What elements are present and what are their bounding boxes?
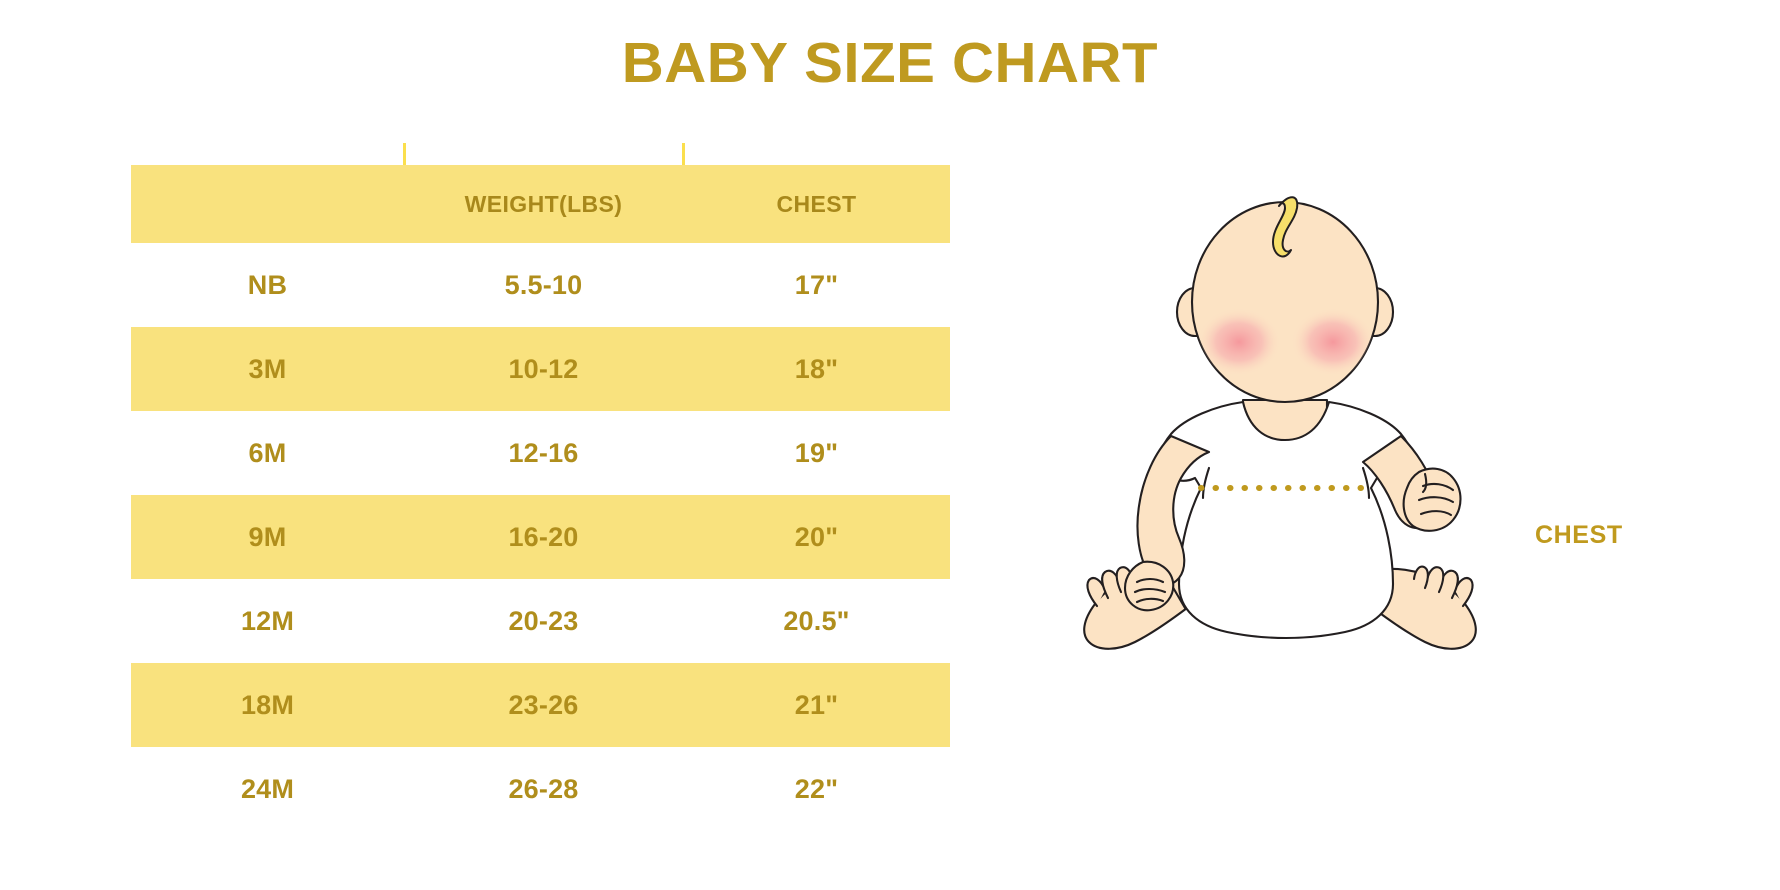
cell-weight: 10-12 [508,353,579,384]
cell-chest: 19" [794,437,839,468]
baby-right-arm [1361,434,1462,532]
table-header-row: WEIGHT(LBS) CHEST [131,165,950,243]
table-row: 24M 26-28 22" [131,747,950,831]
cell-size: 18M [240,689,295,720]
baby-left-arm [1123,434,1211,612]
chest-measure-label: CHEST [1535,521,1623,549]
cell-chest: 21" [794,689,839,720]
baby-hair-curl [1272,196,1299,258]
cell-weight: 5.5-10 [504,269,583,300]
baby-right-cheek [1291,308,1375,376]
page-title: BABY SIZE CHART [0,30,1780,96]
cell-size: 6M [248,437,287,468]
table-row: NB 5.5-10 17" [131,243,950,327]
cell-weight: 12-16 [508,437,579,468]
table-row: 18M 23-26 21" [131,663,950,747]
cell-weight: 23-26 [508,689,579,720]
table-row: 3M 10-12 18" [131,327,950,411]
cell-weight: 16-20 [508,521,579,552]
cell-size: NB [247,269,288,300]
cell-chest: 18" [794,353,839,384]
column-header-weight: WEIGHT(LBS) [464,190,623,217]
baby-left-cheek [1197,308,1281,376]
table-row: 9M 16-20 20" [131,495,950,579]
table-row: 6M 12-16 19" [131,411,950,495]
cell-chest: 20" [794,521,839,552]
cell-chest: 17" [794,269,839,300]
table-row: 12M 20-23 20.5" [131,579,950,663]
baby-illustration [1075,190,1495,670]
cell-chest: 22" [794,773,839,804]
cell-size: 9M [248,521,287,552]
cell-chest: 20.5" [783,605,850,636]
cell-weight: 20-23 [508,605,579,636]
baby-head [1175,200,1395,404]
cell-weight: 26-28 [508,773,579,804]
page-title-text: BABY SIZE CHART [621,31,1159,95]
column-header-chest: CHEST [776,190,857,217]
cell-size: 12M [240,605,295,636]
cell-size: 24M [240,773,295,804]
cell-size: 3M [248,353,287,384]
size-table: WEIGHT(LBS) CHEST NB 5.5-10 17" 3M 10-12… [131,143,950,831]
